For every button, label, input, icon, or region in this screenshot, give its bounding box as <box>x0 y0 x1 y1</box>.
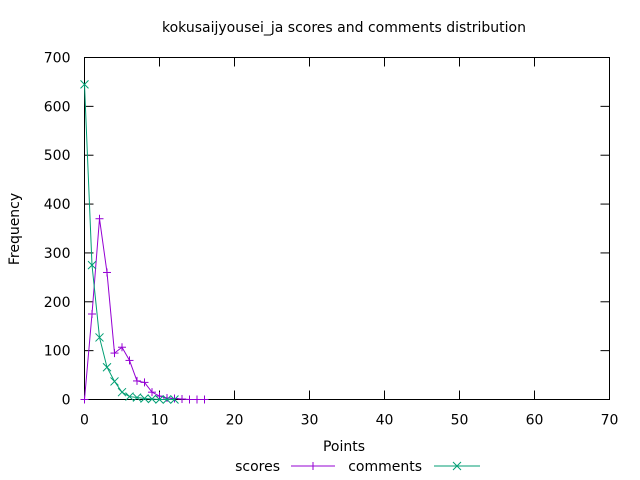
y-tick-label: 200 <box>44 295 71 311</box>
data-point-comments <box>155 395 164 404</box>
data-point-comments <box>147 394 157 404</box>
data-point-scores <box>110 349 119 358</box>
x-tick-label: 60 <box>526 413 544 429</box>
data-point-scores <box>103 268 111 277</box>
y-tick-label: 500 <box>44 148 71 164</box>
data-point-scores <box>193 395 201 404</box>
legend-key-scores <box>291 462 335 470</box>
x-tick-label: 20 <box>226 413 244 429</box>
data-point-comments <box>87 260 97 270</box>
x-tick-label: 50 <box>451 413 469 429</box>
data-point-comments <box>162 395 172 404</box>
legend-label-scores: scores <box>235 459 280 475</box>
legend-label-comments: comments <box>348 459 422 475</box>
data-point-scores <box>185 395 194 404</box>
legend-marker <box>452 461 462 471</box>
data-point-scores <box>88 310 96 318</box>
axis-ticks <box>84 57 610 400</box>
y-tick-label: 600 <box>44 99 71 115</box>
data-point-scores <box>170 394 179 403</box>
data-point-scores <box>125 356 134 365</box>
x-axis-label: Points <box>323 439 365 455</box>
data-point-comments <box>125 392 134 401</box>
legend: scores comments <box>235 459 480 475</box>
y-tick-label: 400 <box>44 197 71 213</box>
x-tick-label: 0 <box>80 413 89 429</box>
data-point-scores <box>95 214 104 223</box>
series-comments <box>80 80 179 404</box>
data-point-scores <box>140 378 149 387</box>
y-tick-label: 300 <box>44 246 71 262</box>
chart-title: kokusaijyousei_ja scores and comments di… <box>162 20 526 36</box>
data-point-comments <box>95 333 104 342</box>
y-tick-label: 100 <box>44 344 71 360</box>
data-point-scores <box>80 395 89 404</box>
x-tick-label: 10 <box>151 413 169 429</box>
data-point-scores <box>148 388 156 397</box>
data-point-comments <box>170 395 179 404</box>
data-point-scores <box>178 395 186 404</box>
y-tick-label: 700 <box>44 51 71 67</box>
data-point-scores <box>133 376 141 385</box>
x-tick-label: 70 <box>601 413 619 429</box>
data-point-scores <box>200 395 209 404</box>
plot-frame <box>84 57 610 400</box>
y-axis-label: Frequency <box>7 193 23 265</box>
data-point-comments <box>110 377 119 386</box>
data-point-comments <box>132 393 142 402</box>
x-tick-label: 30 <box>301 413 319 429</box>
data-point-scores <box>155 392 164 401</box>
data-point-comments <box>140 394 149 403</box>
data-point-comments <box>102 362 112 372</box>
data-point-scores <box>118 343 126 352</box>
y-tick-label: 0 <box>62 393 71 409</box>
data-point-comments <box>80 80 89 89</box>
data-point-comments <box>117 387 127 397</box>
series-layer <box>80 80 209 404</box>
x-tick-label: 40 <box>376 413 394 429</box>
legend-key-comments <box>434 461 480 471</box>
series-line-scores <box>84 218 205 400</box>
legend-marker <box>309 462 317 470</box>
series-scores <box>80 214 209 404</box>
data-point-scores <box>163 394 171 403</box>
